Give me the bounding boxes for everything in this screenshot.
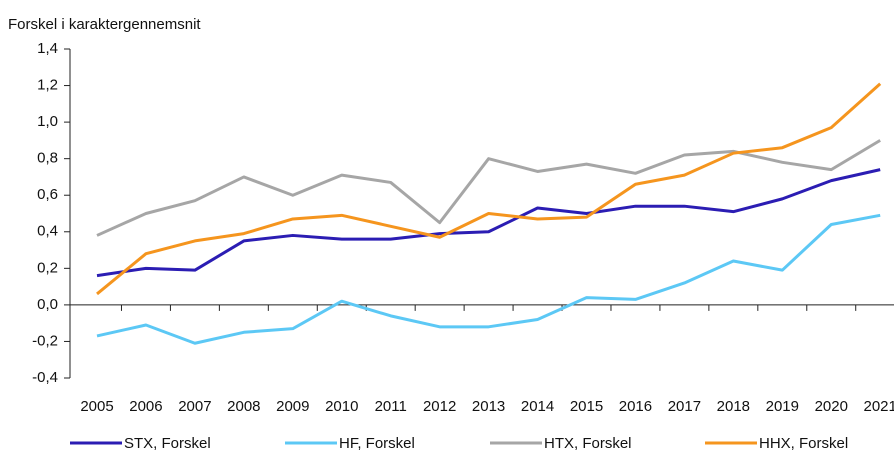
x-tick-label: 2009 [276,398,309,415]
x-tick-label: 2014 [521,398,554,415]
y-tick-label: 1,0 [37,113,58,130]
series-line [96,139,881,237]
x-tick-label: 2016 [619,398,652,415]
x-tick-label: 2019 [766,398,799,415]
series-line [96,213,881,345]
x-tick-label: 2017 [668,398,701,415]
legend-label: HHX, Forskel [759,435,848,452]
x-tick-label: 2006 [129,398,162,415]
series-line [96,82,882,296]
x-tick-label: 2007 [178,398,211,415]
y-tick-label: 1,2 [37,77,58,94]
x-tick-label: 2008 [227,398,260,415]
legend-label: HF, Forskel [339,435,415,452]
y-tick-label: 0,0 [37,296,58,313]
x-tick-label: 2010 [325,398,358,415]
legend-label: STX, Forskel [124,435,211,452]
x-tick-label: 2018 [717,398,750,415]
x-tick-label: 2005 [80,398,113,415]
x-tick-label: 2021 [864,398,894,415]
y-tick-label: 0,4 [37,223,58,240]
x-tick-label: 2011 [375,398,407,415]
y-tick-label: -0,2 [32,332,58,349]
y-tick-label: 0,2 [37,259,58,276]
legend-label: HTX, Forskel [544,435,632,452]
x-tick-label: 2020 [815,398,848,415]
series-line [96,168,881,278]
x-tick-label: 2015 [570,398,603,415]
y-tick-label: 1,4 [37,40,58,57]
x-tick-label: 2012 [423,398,456,415]
x-tick-label: 2013 [472,398,505,415]
y-tick-label: 0,6 [37,186,58,203]
y-tick-label: -0,4 [32,369,58,386]
y-axis-label: Forskel i karaktergennemsnit [8,16,201,33]
y-tick-label: 0,8 [37,150,58,167]
